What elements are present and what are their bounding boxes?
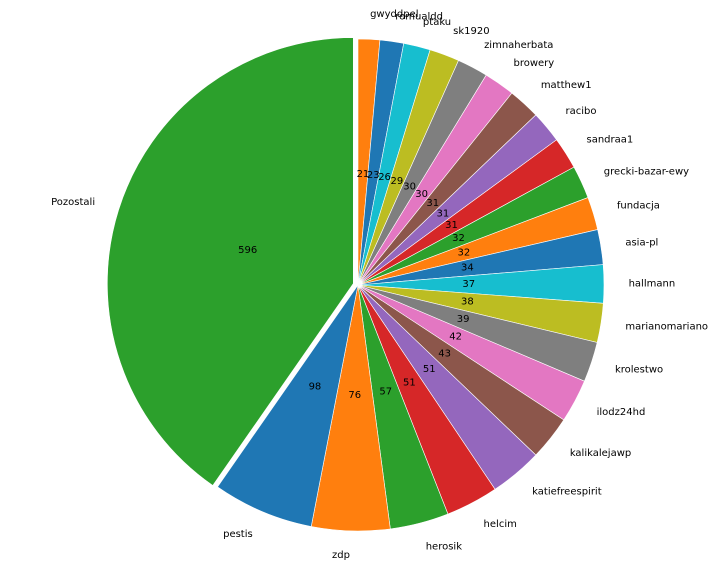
pie-value-romualdd: 23: [367, 170, 380, 181]
pie-label-grecki-bazar-ewy: grecki-bazar-ewy: [604, 166, 689, 177]
pie-label-katiefreespirit: katiefreespirit: [532, 487, 602, 498]
pie-label-matthew1: matthew1: [541, 80, 592, 91]
pie-label-zimnaherbata: zimnaherbata: [484, 40, 553, 51]
pie-value-pestis: 98: [309, 381, 322, 392]
pie-value-katiefreespirit: 51: [423, 364, 436, 375]
pie-value-fundacja: 32: [458, 247, 471, 258]
pie-label-marianomariano: marianomariano: [625, 321, 708, 332]
pie-value-asia-pl: 34: [461, 262, 474, 273]
pie-value-ilodz24hd: 42: [449, 332, 462, 343]
pie-value-sk1920: 29: [391, 176, 404, 187]
pie-value-sandraa1: 31: [445, 220, 458, 231]
pie-value-kalikalejawp: 43: [438, 348, 451, 359]
pie-label-zdp: zdp: [332, 550, 350, 561]
pie-value-matthew1: 31: [426, 198, 439, 209]
pie-slice-pestis: [217, 284, 359, 527]
pie-slice-pozostali: [107, 37, 354, 486]
pie-slices: [107, 37, 605, 532]
pie-value-racibo: 31: [437, 208, 450, 219]
pie-label-racibo: racibo: [565, 106, 596, 117]
pie-label-fundacja: fundacja: [617, 201, 660, 212]
pie-label-pozostali: Pozostali: [51, 197, 95, 208]
pie-label-ptaku: ptaku: [423, 17, 451, 28]
pie-label-asia-pl: asia-pl: [625, 238, 658, 249]
pie-label-krolestwo: krolestwo: [615, 364, 663, 375]
pie-value-marianomariano: 38: [461, 297, 474, 308]
pie-value-zdp: 76: [348, 390, 361, 401]
pie-value-gwyddpel: 21: [357, 169, 370, 180]
pie-label-romualdd: romualdd: [395, 11, 443, 22]
pie-value-hallmann: 37: [462, 279, 475, 290]
pie-label-browery: browery: [513, 58, 554, 69]
pie-value-grecki-bazar-ewy: 32: [452, 233, 465, 244]
pie-value-pozostali: 596: [238, 245, 257, 256]
pie-value-zimnaherbata: 30: [403, 182, 416, 193]
pie-value-herosik: 57: [379, 387, 392, 398]
pie-label-pestis: pestis: [223, 529, 253, 540]
pie-label-sandraa1: sandraa1: [586, 135, 633, 146]
pie-value-browery: 30: [415, 189, 428, 200]
pie-label-kalikalejawp: kalikalejawp: [570, 448, 631, 459]
pie-value-krolestwo: 39: [457, 314, 470, 325]
pie-value-ptaku: 26: [378, 172, 391, 183]
pie-value-helcim: 51: [403, 378, 416, 389]
pie-label-herosik: herosik: [426, 541, 462, 552]
pie-label-ilodz24hd: ilodz24hd: [597, 407, 646, 418]
pie-label-helcim: helcim: [484, 519, 517, 530]
pie-label-gwyddpel: gwyddpel: [370, 9, 418, 20]
pie-label-hallmann: hallmann: [629, 278, 676, 289]
pie-label-sk1920: sk1920: [453, 26, 489, 37]
